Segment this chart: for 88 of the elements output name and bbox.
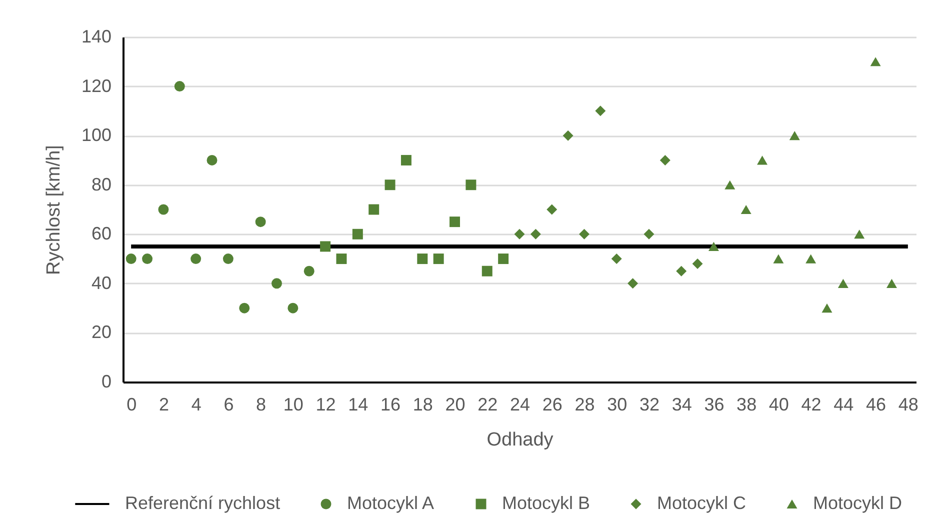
x-tick-label: 46	[866, 394, 886, 414]
point	[822, 304, 832, 313]
x-tick-label: 38	[736, 394, 757, 414]
y-tick-label: 40	[91, 272, 112, 293]
legend-label: Motocykl A	[347, 493, 434, 513]
point	[514, 228, 525, 240]
x-axis-title: Odhady	[486, 430, 554, 450]
x-tick-label: 30	[607, 394, 628, 414]
y-tick-label: 100	[81, 125, 112, 146]
point	[854, 230, 865, 239]
x-tick-label: 6	[224, 394, 234, 414]
point	[352, 228, 363, 240]
point	[400, 154, 412, 166]
point	[272, 278, 282, 289]
y-tick-label: 20	[91, 322, 112, 342]
x-tick-label: 40	[768, 394, 789, 414]
point	[206, 154, 218, 166]
point	[320, 241, 331, 252]
point	[562, 130, 574, 141]
point	[384, 180, 396, 190]
y-tick-label: 80	[91, 174, 112, 194]
point	[336, 254, 347, 264]
y-tick-label: 140	[81, 26, 112, 46]
point	[126, 254, 136, 264]
legend-label: Motocykl C	[657, 493, 746, 513]
point	[773, 254, 784, 264]
point	[838, 278, 848, 288]
point	[708, 242, 719, 252]
x-tick-label: 8	[256, 394, 266, 414]
point	[368, 204, 380, 215]
point	[498, 254, 509, 264]
point	[692, 258, 703, 269]
point	[190, 254, 202, 264]
x-tick-label: 4	[191, 394, 202, 414]
point	[676, 266, 687, 276]
x-tick-label: 18	[412, 394, 433, 414]
point	[628, 278, 638, 289]
point	[174, 81, 185, 92]
legend-label: Motocykl D	[813, 493, 902, 513]
point	[806, 254, 816, 264]
x-tick-label: 48	[898, 394, 918, 414]
y-tick-label: 60	[91, 224, 112, 244]
legend-label: Referenční rychlost	[125, 493, 280, 513]
x-tick-label: 20	[445, 394, 466, 414]
point	[304, 266, 314, 276]
x-tick-label: 26	[542, 394, 562, 414]
point	[546, 204, 558, 215]
legend-label: Motocykl B	[502, 493, 590, 513]
point	[724, 180, 736, 190]
y-tick-label: 120	[81, 76, 112, 96]
point	[222, 254, 234, 264]
x-tick-label: 36	[704, 394, 724, 414]
point	[578, 228, 590, 240]
point	[757, 156, 768, 165]
point	[789, 131, 800, 140]
point	[433, 254, 444, 264]
point	[740, 204, 752, 214]
point	[466, 180, 476, 190]
point	[482, 266, 492, 276]
point	[450, 216, 460, 228]
x-tick-label: 16	[380, 394, 401, 414]
point	[417, 254, 428, 264]
x-tick-label: 42	[801, 394, 822, 414]
point	[288, 302, 298, 314]
point	[870, 57, 881, 66]
point	[595, 106, 606, 116]
x-tick-label: 22	[478, 394, 498, 414]
point	[611, 254, 622, 264]
y-axis-title: Rychlost [km/h]	[43, 145, 64, 275]
point	[158, 204, 169, 215]
x-tick-label: 10	[283, 394, 304, 414]
x-tick-label: 24	[510, 394, 530, 414]
x-tick-label: 12	[316, 394, 336, 414]
x-tick-label: 0	[126, 394, 137, 414]
point	[644, 228, 654, 240]
x-tick-label: 28	[574, 394, 595, 414]
x-tick-label: 34	[672, 394, 692, 414]
x-tick-label: 44	[834, 394, 854, 414]
x-tick-label: 32	[639, 394, 660, 414]
x-tick-label: 2	[158, 394, 169, 414]
point	[142, 254, 153, 264]
point	[660, 154, 670, 166]
point	[886, 278, 897, 288]
y-tick-label: 0	[101, 372, 112, 392]
x-tick-label: 14	[348, 394, 368, 414]
point	[530, 228, 541, 240]
point	[255, 216, 266, 228]
point	[239, 302, 250, 314]
